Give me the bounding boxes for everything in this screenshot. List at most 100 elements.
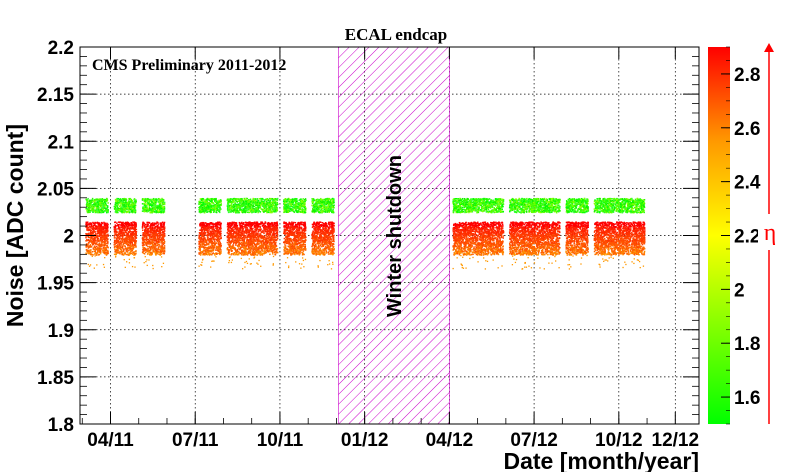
- data-point-high-eta: [247, 228, 249, 231]
- data-point-high-eta: [229, 242, 232, 244]
- data-point-high-eta: [92, 225, 94, 228]
- data-point-high-eta: [209, 247, 211, 249]
- data-point-high-eta: [132, 221, 134, 223]
- data-point-high-eta: [89, 251, 92, 254]
- data-point-high-eta: [219, 228, 221, 231]
- data-point-high-eta: [253, 238, 256, 241]
- data-point-high-eta: [92, 231, 95, 234]
- data-point-low-eta: [153, 204, 155, 206]
- data-point-high-eta: [255, 234, 257, 236]
- data-point-high-eta: [93, 231, 96, 233]
- data-point-high-eta: [124, 221, 127, 224]
- data-point-low-eta: [158, 207, 160, 209]
- data-point-high-eta: [94, 246, 97, 249]
- data-point-low-eta: [88, 207, 90, 210]
- data-point-high-eta: [92, 228, 95, 231]
- data-point-high-eta: [87, 250, 89, 252]
- data-point-outlier: [202, 258, 204, 260]
- data-point-high-eta: [151, 244, 154, 246]
- data-point-low-eta: [163, 211, 166, 213]
- data-point-high-eta: [133, 232, 136, 235]
- data-point-high-eta: [86, 244, 88, 246]
- data-point-high-eta: [248, 233, 251, 236]
- data-point-high-eta: [97, 246, 99, 249]
- data-point-low-eta: [129, 204, 131, 207]
- data-point-high-eta: [118, 252, 121, 254]
- data-point-high-eta: [146, 225, 148, 228]
- data-point-low-eta: [100, 202, 103, 204]
- data-point-low-eta: [131, 201, 134, 204]
- data-point-high-eta: [151, 227, 154, 229]
- data-point-low-eta: [101, 209, 104, 212]
- data-point-low-eta: [216, 204, 219, 207]
- data-point-high-eta: [200, 234, 203, 236]
- data-point-high-eta: [104, 224, 106, 227]
- data-point-high-eta: [155, 254, 157, 256]
- data-point-high-eta: [131, 244, 134, 247]
- data-point-high-eta: [142, 250, 144, 253]
- data-point-high-eta: [226, 239, 229, 241]
- data-point-low-eta: [130, 207, 133, 210]
- data-point-high-eta: [226, 241, 229, 244]
- data-point-high-eta: [85, 252, 88, 255]
- data-point-high-eta: [207, 249, 209, 251]
- data-point-low-eta: [98, 208, 100, 211]
- data-point-high-eta: [98, 240, 100, 242]
- data-point-high-eta: [260, 231, 263, 233]
- data-point-high-eta: [128, 242, 131, 244]
- data-point-outlier: [145, 260, 147, 263]
- data-point-high-eta: [114, 221, 116, 224]
- data-point-high-eta: [143, 223, 145, 225]
- data-point-high-eta: [158, 236, 161, 239]
- data-point-high-eta: [212, 235, 214, 237]
- data-point-high-eta: [107, 242, 109, 244]
- data-point-high-eta: [146, 236, 148, 239]
- data-point-high-eta: [102, 228, 105, 230]
- data-point-low-eta: [99, 198, 101, 200]
- data-point-high-eta: [162, 243, 165, 246]
- data-point-high-eta: [87, 243, 89, 246]
- data-point-high-eta: [121, 237, 124, 240]
- data-point-high-eta: [124, 240, 126, 243]
- data-point-outlier: [152, 267, 154, 270]
- data-point-high-eta: [203, 230, 206, 233]
- data-point-low-eta: [122, 199, 124, 202]
- data-point-high-eta: [105, 227, 108, 230]
- data-point-high-eta: [247, 225, 250, 227]
- data-point-high-eta: [144, 243, 147, 245]
- data-point-high-eta: [97, 228, 99, 230]
- data-point-high-eta: [217, 223, 219, 226]
- data-point-low-eta: [160, 205, 162, 207]
- data-point-low-eta: [143, 204, 146, 206]
- data-point-high-eta: [246, 238, 248, 241]
- data-point-low-eta: [93, 210, 96, 212]
- data-point-high-eta: [151, 251, 154, 253]
- data-point-high-eta: [114, 248, 116, 251]
- data-point-high-eta: [99, 229, 101, 231]
- data-point-high-eta: [157, 227, 159, 229]
- data-point-high-eta: [142, 238, 144, 241]
- data-point-high-eta: [207, 226, 210, 228]
- data-point-high-eta: [130, 245, 133, 248]
- data-point-high-eta: [209, 245, 212, 248]
- data-point-high-eta: [152, 247, 154, 249]
- data-point-high-eta: [98, 226, 101, 228]
- data-point-high-eta: [100, 238, 103, 240]
- data-point-high-eta: [123, 244, 125, 247]
- data-point-high-eta: [265, 235, 268, 237]
- data-point-high-eta: [131, 236, 134, 239]
- data-point-high-eta: [102, 246, 105, 249]
- data-point-high-eta: [119, 229, 121, 231]
- data-point-high-eta: [199, 236, 202, 239]
- data-point-low-eta: [123, 211, 125, 214]
- data-point-high-eta: [146, 242, 148, 245]
- data-point-high-eta: [158, 227, 161, 229]
- data-point-low-eta: [90, 209, 92, 212]
- data-point-high-eta: [125, 231, 128, 234]
- data-point-high-eta: [215, 233, 218, 235]
- data-point-high-eta: [107, 226, 109, 228]
- data-point-low-eta: [153, 206, 155, 209]
- data-point-high-eta: [147, 240, 149, 243]
- data-point-low-eta: [158, 201, 161, 204]
- data-point-low-eta: [151, 209, 153, 211]
